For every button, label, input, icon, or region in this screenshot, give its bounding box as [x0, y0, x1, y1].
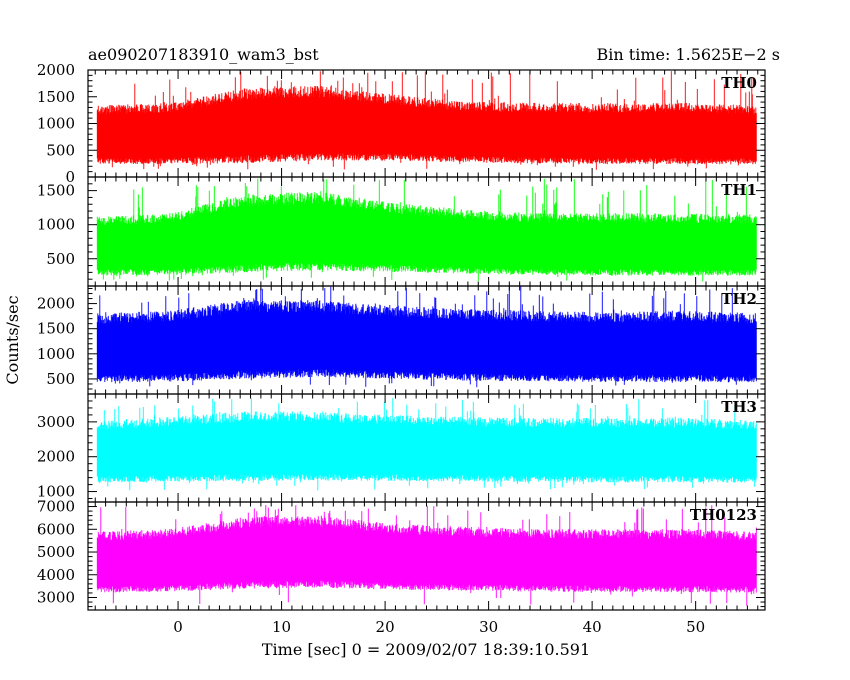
- series-th2: [96, 286, 757, 388]
- y-tick-label: 1000: [37, 216, 75, 234]
- y-tick-label: 500: [46, 370, 75, 388]
- x-tick-label: 10: [272, 618, 291, 636]
- chart-title: ae090207183910_wam3_bst: [88, 45, 319, 64]
- y-tick-label: 6000: [37, 520, 75, 538]
- panel-label-th1: TH1: [721, 181, 757, 199]
- y-tick-label: 5000: [37, 543, 75, 561]
- y-tick-label: 4000: [37, 566, 75, 584]
- panel-label-th2: TH2: [721, 290, 757, 308]
- series-th3: [96, 398, 757, 491]
- panel-th3: 1000 2000 3000 TH3: [37, 393, 766, 503]
- x-tick-label: 20: [376, 618, 395, 636]
- panel-label-th3: TH3: [721, 398, 757, 416]
- y-tick-label: 3000: [37, 413, 75, 431]
- bin-time-label: Bin time: 1.5625E−2 s: [597, 45, 780, 64]
- y-tick-label: 0: [65, 168, 75, 186]
- x-tick-label: 50: [686, 618, 705, 636]
- x-axis-label: Time [sec] 0 = 2009/02/07 18:39:10.591: [262, 640, 590, 659]
- panel-label-th0123: TH0123: [690, 506, 757, 524]
- y-tick-label: 3000: [37, 588, 75, 606]
- y-tick-label: 1000: [37, 345, 75, 363]
- y-tick-label: 1000: [37, 483, 75, 501]
- panel-label-th0: TH0: [721, 74, 757, 92]
- panel-th1: 500 1000 1500 TH1: [37, 176, 766, 287]
- x-tick-label: 0: [173, 618, 183, 636]
- panel-th2: 500 1000 1500 2000 TH2: [37, 285, 766, 395]
- y-axis-label: Counts/sec: [3, 295, 22, 384]
- panel-th0123: 3000 4000 5000 6000 7000 TH0123: [37, 498, 766, 611]
- y-tick-label: 1500: [37, 182, 75, 200]
- panel-th0: 0 500 1000 1500 2000 TH0: [37, 61, 766, 186]
- y-tick-label: 2000: [37, 448, 75, 466]
- y-tick-label: 500: [46, 141, 75, 159]
- y-tick-label: 1000: [37, 115, 75, 133]
- y-tick-label: 7000: [37, 498, 75, 516]
- y-tick-label: 1500: [37, 320, 75, 338]
- y-tick-label: 2000: [37, 295, 75, 313]
- series-th1: [96, 178, 757, 282]
- series-th0: [96, 71, 757, 170]
- y-tick-label: 1500: [37, 88, 75, 106]
- x-tick-label: 40: [583, 618, 602, 636]
- x-tick-label: 30: [479, 618, 498, 636]
- y-tick-label: 500: [46, 250, 75, 268]
- y-tick-label: 2000: [37, 61, 75, 79]
- series-th0123: [96, 505, 757, 606]
